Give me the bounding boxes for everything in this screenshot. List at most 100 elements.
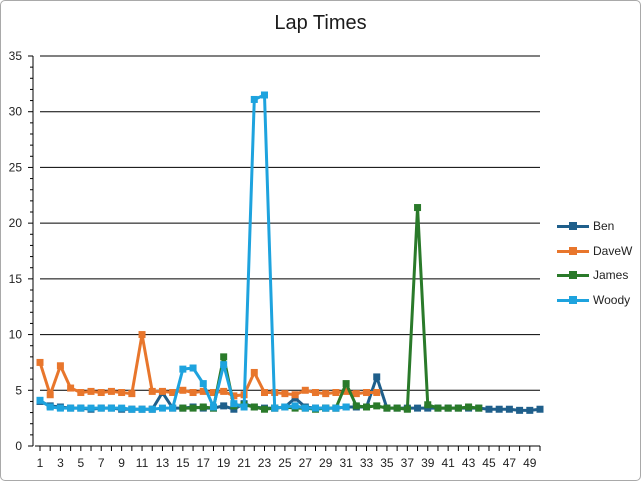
data-point-woody (189, 364, 197, 372)
data-point-james (199, 403, 207, 411)
x-tick-label: 9 (118, 456, 125, 470)
x-tick-label: 23 (258, 456, 272, 470)
legend-swatch-james (555, 269, 591, 281)
data-point-woody (36, 396, 44, 404)
x-tick-label: 49 (523, 456, 537, 470)
data-point-davew (220, 387, 228, 395)
data-point-woody (199, 380, 207, 388)
x-tick-label: 41 (441, 456, 455, 470)
chart-title: Lap Times (274, 12, 367, 34)
data-point-james (475, 404, 483, 412)
x-tick-label: 19 (217, 456, 231, 470)
x-tick-label: 47 (503, 456, 517, 470)
data-point-davew (87, 387, 95, 395)
data-point-davew (107, 387, 115, 395)
legend-label-woody: Woody (593, 292, 631, 307)
legend-label-ben: Ben (593, 219, 615, 234)
data-point-woody (56, 404, 64, 412)
data-point-davew (291, 391, 299, 399)
data-point-woody (87, 404, 95, 412)
data-point-woody (118, 404, 126, 412)
data-point-james (434, 404, 442, 412)
data-point-woody (342, 403, 350, 411)
x-tick-label: 1 (37, 456, 44, 470)
data-point-james (454, 404, 462, 412)
data-point-james (465, 403, 473, 411)
data-point-davew (230, 392, 238, 400)
data-point-james (220, 353, 228, 361)
data-point-woody (67, 404, 75, 412)
data-point-james (424, 401, 432, 409)
data-point-davew (67, 384, 75, 392)
x-tick-label: 33 (360, 456, 374, 470)
data-point-woody (301, 404, 309, 412)
x-tick-label: 27 (299, 456, 313, 470)
data-point-james (444, 404, 452, 412)
x-tick-labels: 1 3 5 7 9 11 13 15 17 19 21 23 25 27 29 31 33 35 37 39 41 43 4… (37, 456, 537, 470)
data-point-woody (260, 91, 268, 99)
data-point-davew (332, 389, 340, 397)
x-tick-label: 45 (482, 456, 496, 470)
data-point-ben (414, 404, 422, 412)
data-point-davew (158, 387, 166, 395)
data-point-woody (107, 404, 115, 412)
data-point-davew (209, 389, 217, 397)
legend-label-davew: DaveW (593, 243, 633, 258)
y-tick-label: 25 (9, 160, 23, 174)
data-point-ben (220, 402, 228, 410)
data-point-davew (179, 386, 187, 394)
data-point-ben (536, 405, 544, 413)
x-tick-label: 5 (77, 456, 84, 470)
data-point-davew (148, 387, 156, 395)
y-tick-labels: 0 5 10 15 20 25 30 35 (9, 49, 23, 453)
data-point-davew (97, 389, 105, 397)
data-point-woody (148, 405, 156, 413)
data-point-ben (373, 373, 381, 381)
data-point-james (260, 405, 268, 413)
data-point-davew (199, 387, 207, 395)
data-point-woody (281, 403, 289, 411)
data-point-james (250, 403, 258, 411)
data-point-davew (301, 386, 309, 394)
series-line-woody (39, 93, 347, 411)
series-line-davew (38, 333, 377, 398)
data-point-woody (179, 365, 187, 373)
x-tick-label: 3 (57, 456, 64, 470)
data-point-davew (312, 389, 320, 397)
data-point-james (352, 402, 360, 410)
legend-item-woody: Woody (555, 288, 632, 313)
data-point-ben (505, 405, 513, 413)
data-point-woody (158, 404, 166, 412)
data-point-woody (220, 361, 228, 369)
data-point-james (403, 405, 411, 413)
x-tick-label: 15 (176, 456, 190, 470)
data-point-woody (138, 405, 146, 413)
data-point-james (363, 403, 371, 411)
data-point-woody (230, 400, 238, 408)
x-tick-label: 29 (319, 456, 333, 470)
x-tick-label: 43 (462, 456, 476, 470)
legend-swatch-woody (555, 294, 591, 306)
data-point-woody (271, 404, 279, 412)
data-point-davew (189, 389, 197, 397)
data-point-davew (363, 389, 371, 397)
legend-swatch-ben (555, 220, 591, 232)
data-point-james (342, 380, 350, 388)
gridlines (40, 55, 540, 391)
y-tick-label: 15 (9, 272, 23, 286)
data-point-davew (56, 362, 64, 370)
x-tick-label: 7 (98, 456, 105, 470)
data-point-woody (240, 403, 248, 411)
series-group (36, 91, 544, 414)
data-point-davew (128, 390, 136, 398)
data-point-woody (128, 405, 136, 413)
data-point-davew (250, 368, 258, 376)
data-point-davew (260, 389, 268, 397)
data-point-james (373, 402, 381, 410)
data-point-woody (77, 404, 85, 412)
data-point-woody (169, 404, 177, 412)
x-tick-label: 25 (278, 456, 292, 470)
y-tick-label: 20 (9, 216, 23, 230)
data-point-woody (312, 404, 320, 412)
